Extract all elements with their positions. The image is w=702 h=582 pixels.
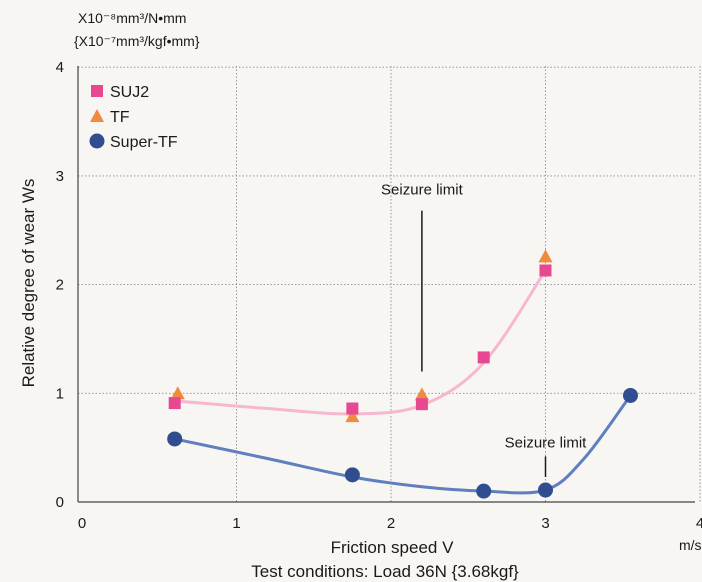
trend-curve-1	[173, 393, 632, 495]
legend-label-1: TF	[110, 109, 130, 126]
suj2-point-4	[539, 264, 552, 277]
x-tick-label-2: 2	[387, 515, 395, 532]
super-tf-point-2	[476, 483, 492, 499]
seizure-limit-label-0: Seizure limit	[381, 181, 464, 198]
annotations: Seizure limit Seizure limit	[381, 181, 587, 477]
suj2-point-3	[477, 351, 490, 364]
tf-point-1	[345, 409, 360, 423]
suj2-point-1	[346, 402, 359, 415]
legend-label-0: SUJ2	[110, 84, 149, 101]
legend-marker-2	[89, 133, 105, 149]
super-tf-point-3	[538, 482, 553, 498]
y-tick-label-2: 2	[56, 277, 64, 294]
y-tick-label-4: 4	[56, 59, 64, 76]
legend-marker-0	[91, 85, 103, 97]
tf-point-3	[538, 249, 553, 263]
legend-label-2: Super-TF	[110, 134, 178, 151]
x-tick-label-0: 0	[78, 515, 86, 532]
x-tick-label-3: 3	[541, 515, 549, 532]
tf-point-0	[170, 386, 185, 400]
super-tf-point-0	[167, 431, 183, 447]
x-tick-label-4: 4	[696, 515, 702, 532]
grid	[78, 66, 701, 502]
markers	[167, 249, 638, 499]
y-tick-label-0: 0	[56, 494, 64, 511]
y-axis-label: Relative degree of wear Ws	[19, 179, 38, 388]
x-axis-unit: m/s	[679, 537, 702, 553]
legend: SUJ2 TF Super-TF	[89, 84, 178, 151]
y-unit-line-2: {X10⁻⁷mm³/kgf•mm}	[74, 33, 200, 49]
suj2-point-0	[168, 397, 181, 410]
legend-marker-1	[90, 109, 104, 122]
tf-point-2	[414, 387, 429, 401]
y-tick-label-3: 3	[56, 168, 64, 185]
x-axis-label: Friction speed V	[331, 538, 454, 557]
y-unit-line-1: X10⁻⁸mm³/N•mm	[78, 10, 186, 26]
super-tf-point-4	[622, 387, 638, 403]
x-tick-label-1: 1	[232, 515, 240, 532]
seizure-limit-label-1: Seizure limit	[505, 435, 588, 452]
y-tick-label-1: 1	[56, 385, 64, 402]
super-tf-point-1	[344, 467, 360, 483]
suj2-point-2	[415, 398, 428, 411]
curves	[173, 268, 632, 495]
trend-curve-0	[173, 268, 547, 416]
footnote: Test conditions: Load 36N {3.68kgf}	[251, 562, 519, 581]
axes: 0 1 2 3 4 0 1 2 3 4	[56, 59, 702, 532]
